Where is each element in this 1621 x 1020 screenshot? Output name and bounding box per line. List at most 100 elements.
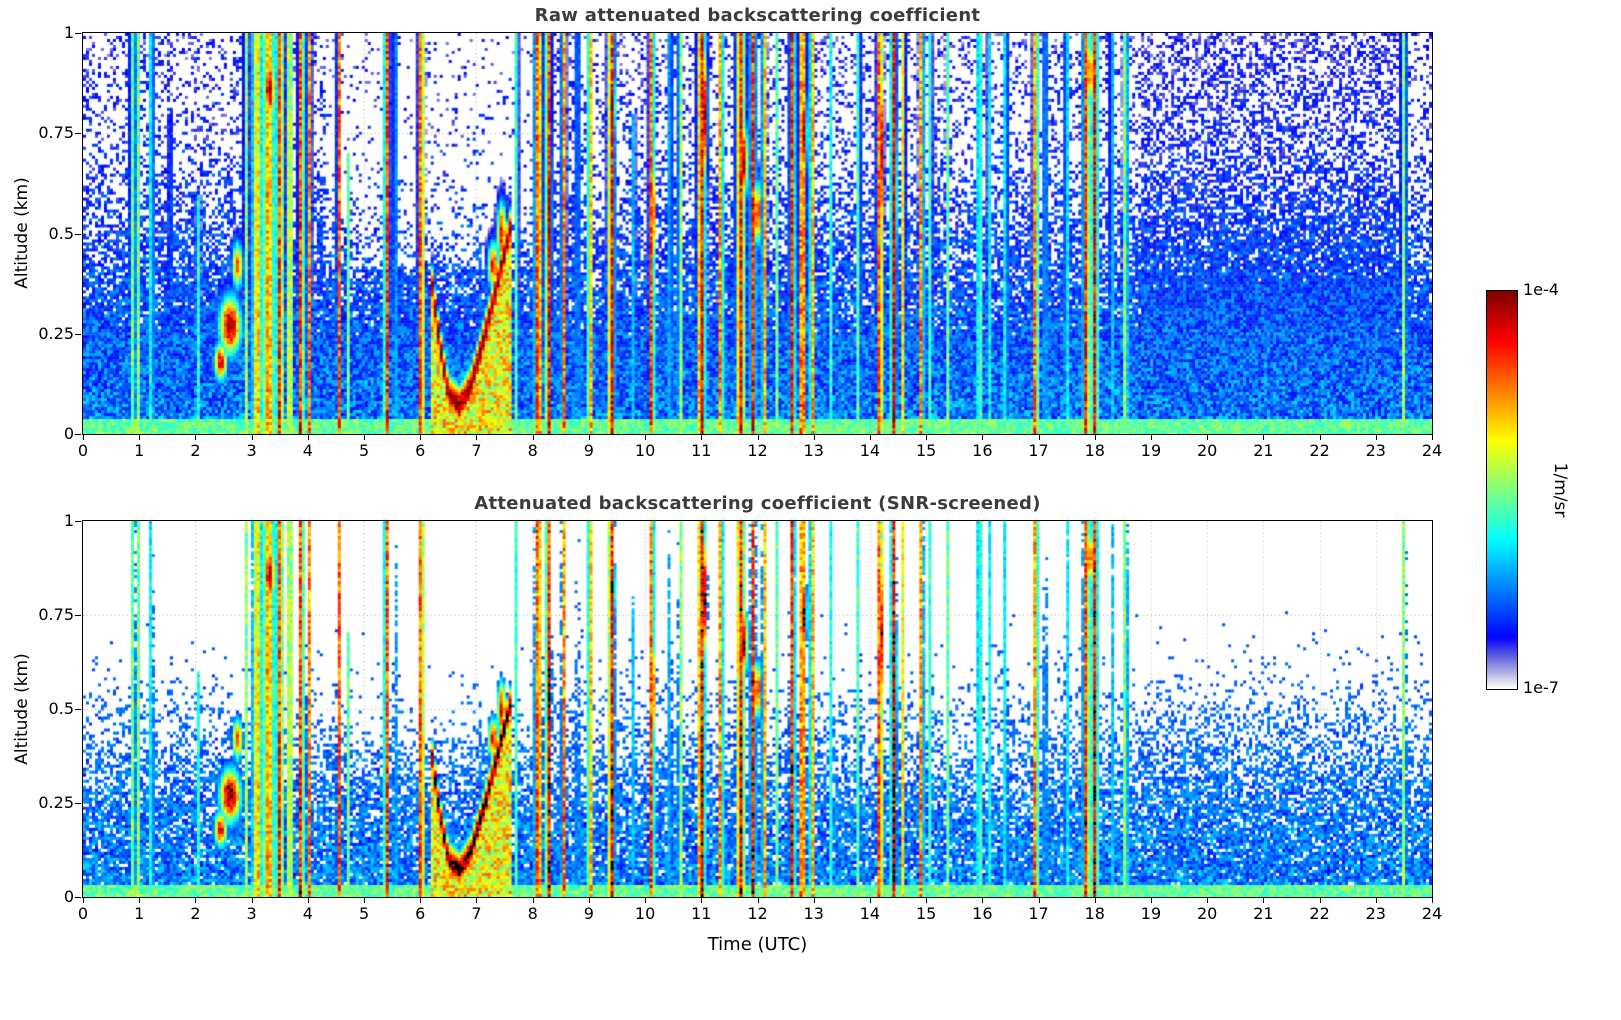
x-tick-mark — [532, 898, 534, 903]
x-tick-mark — [645, 898, 647, 903]
x-tick-label: 2 — [190, 441, 201, 460]
y-tick-mark — [75, 521, 81, 522]
x-tick-mark — [813, 435, 815, 440]
x-tick-mark — [83, 898, 84, 903]
y-tick-mark — [75, 434, 81, 435]
panel-title-raw: Raw attenuated backscattering coefficien… — [534, 5, 981, 26]
x-tick-label: 16 — [972, 904, 993, 923]
x-tick-mark — [1432, 435, 1433, 440]
colorbar-units-label: 1/m/sr — [1550, 462, 1570, 518]
x-tick-label: 18 — [1084, 904, 1105, 923]
x-tick-mark — [420, 435, 422, 440]
x-tick-mark — [1150, 435, 1152, 440]
x-tick-label: 6 — [415, 904, 426, 923]
y-tick-mark — [75, 133, 81, 135]
x-tick-label: 2 — [190, 904, 201, 923]
x-tick-label: 19 — [1140, 904, 1162, 923]
x-tick-mark — [251, 435, 253, 440]
x-tick-mark — [1263, 898, 1265, 903]
x-tick-label: 21 — [1253, 441, 1274, 460]
x-tick-mark — [1375, 435, 1377, 440]
x-tick-mark — [532, 435, 534, 440]
x-tick-label: 0 — [77, 441, 89, 460]
y-tick-mark — [75, 233, 81, 235]
x-tick-label: 10 — [634, 904, 656, 923]
x-tick-mark — [251, 898, 253, 903]
x-tick-mark — [1038, 898, 1040, 903]
x-tick-label: 8 — [527, 904, 538, 923]
x-tick-mark — [588, 898, 590, 903]
y-tick-mark — [75, 615, 81, 616]
x-tick-mark — [869, 435, 871, 440]
x-tick-label: 4 — [302, 441, 313, 460]
x-tick-mark — [1150, 898, 1152, 903]
screened-heatmap-canvas — [83, 521, 1432, 897]
x-tick-mark — [1319, 435, 1321, 440]
x-tick-label: 24 — [1421, 904, 1443, 923]
x-tick-mark — [1263, 435, 1265, 440]
x-axis-label: Time (UTC) — [707, 934, 808, 955]
y-tick-mark — [75, 709, 81, 710]
x-tick-mark — [701, 435, 703, 440]
x-tick-label: 4 — [302, 904, 313, 923]
x-tick-mark — [1094, 898, 1096, 903]
y-tick-mark — [75, 333, 81, 335]
x-tick-mark — [139, 435, 141, 440]
x-tick-mark — [588, 435, 590, 440]
raw-heatmap-panel — [82, 32, 1433, 435]
x-tick-mark — [926, 898, 928, 903]
x-tick-label: 9 — [583, 904, 594, 923]
x-tick-mark — [195, 898, 197, 903]
x-tick-label: 10 — [634, 441, 656, 460]
x-tick-label: 1 — [134, 904, 145, 923]
x-tick-label: 22 — [1309, 904, 1330, 923]
x-tick-label: 8 — [527, 441, 538, 460]
x-tick-label: 7 — [471, 904, 482, 923]
x-tick-mark — [1207, 435, 1209, 440]
x-tick-label: 14 — [859, 904, 881, 923]
x-tick-mark — [307, 898, 309, 903]
x-tick-mark — [83, 435, 84, 440]
x-tick-label: 17 — [1028, 441, 1049, 460]
x-tick-label: 14 — [859, 441, 881, 460]
x-tick-label: 12 — [747, 441, 768, 460]
x-tick-label: 1 — [134, 441, 145, 460]
colorbar-max-label: 1e-4 — [1523, 280, 1559, 299]
y-tick-label: 1 — [63, 23, 74, 42]
x-tick-label: 11 — [691, 441, 712, 460]
y-tick-label: 0.25 — [38, 323, 74, 343]
x-tick-label: 3 — [246, 904, 257, 923]
x-tick-mark — [1319, 898, 1321, 903]
x-tick-mark — [926, 435, 928, 440]
y-tick-label: 1 — [63, 511, 74, 530]
x-tick-mark — [813, 898, 815, 903]
x-tick-label: 24 — [1421, 441, 1443, 460]
x-tick-mark — [1432, 898, 1433, 903]
x-tick-label: 6 — [415, 441, 426, 460]
y-tick-label: 0.75 — [38, 123, 74, 143]
x-tick-mark — [364, 435, 366, 440]
y-tick-mark — [75, 897, 81, 898]
y-tick-mark — [75, 803, 81, 804]
x-tick-mark — [1375, 898, 1377, 903]
x-tick-label: 23 — [1365, 904, 1386, 923]
x-tick-mark — [645, 435, 647, 440]
colorbar-canvas — [1487, 291, 1517, 689]
x-tick-label: 0 — [77, 904, 89, 923]
x-tick-mark — [757, 898, 759, 903]
x-tick-mark — [420, 898, 422, 903]
x-tick-label: 3 — [246, 441, 257, 460]
x-tick-label: 7 — [471, 441, 482, 460]
x-tick-label: 23 — [1365, 441, 1386, 460]
x-tick-label: 21 — [1253, 904, 1274, 923]
x-tick-label: 15 — [915, 904, 937, 923]
x-tick-mark — [1038, 435, 1040, 440]
colorbar — [1486, 290, 1518, 690]
y-tick-label: 0 — [63, 887, 74, 906]
x-tick-mark — [364, 898, 366, 903]
y-tick-label: 0 — [63, 424, 74, 443]
colorbar-min-label: 1e-7 — [1523, 678, 1559, 697]
x-tick-mark — [982, 435, 984, 440]
x-tick-mark — [982, 898, 984, 903]
